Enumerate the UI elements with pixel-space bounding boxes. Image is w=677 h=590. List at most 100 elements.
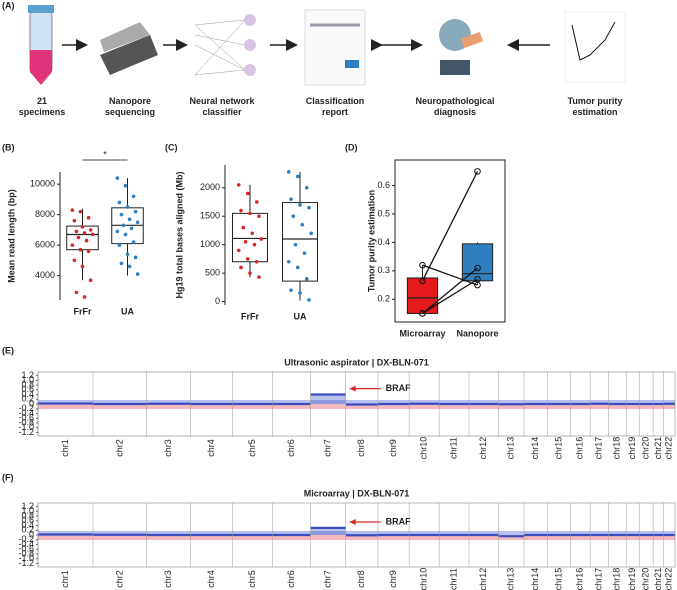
- point: [117, 200, 122, 205]
- loss-band: [498, 404, 525, 409]
- point: [257, 214, 261, 219]
- chrom-label: chr6: [286, 439, 296, 457]
- y-tick-label: -0.4: [18, 539, 34, 549]
- loss-band: [608, 404, 627, 409]
- chrom-label: chr16: [575, 568, 585, 590]
- chrom-label: chr4: [206, 439, 216, 457]
- point: [291, 214, 296, 219]
- y-tick-label: 0.4: [21, 389, 34, 399]
- loss-band: [570, 404, 591, 409]
- loss-band: [524, 535, 548, 540]
- gain-band: [608, 531, 627, 535]
- point: [304, 185, 309, 190]
- point: [307, 205, 311, 210]
- chrom-label: chr18: [612, 568, 622, 590]
- x-tick-label: Nanopore: [456, 328, 498, 338]
- chrom-label: chr3: [163, 439, 173, 457]
- loss-band: [590, 535, 609, 540]
- point: [123, 183, 128, 188]
- chrom-label: chr9: [388, 570, 398, 588]
- loss-band: [639, 535, 654, 540]
- y-tick-label: -1.2: [18, 558, 34, 568]
- box: [461, 243, 494, 282]
- chrom-label: chr9: [388, 439, 398, 457]
- point: [80, 225, 85, 229]
- gain-band: [524, 531, 548, 535]
- gain-band: [639, 531, 654, 535]
- point: [248, 271, 252, 275]
- loss-band: [190, 404, 233, 409]
- panel-label: (C): [165, 142, 178, 152]
- box: [282, 202, 318, 282]
- gain-band: [146, 531, 191, 535]
- y-tick-label: 1500: [200, 211, 220, 221]
- y-tick-label: -0.8: [18, 548, 34, 558]
- point: [78, 247, 83, 252]
- y-tick-label: 0.4: [377, 237, 390, 247]
- y-tick-label: 0.2: [21, 525, 34, 535]
- loss-band: [663, 535, 675, 540]
- point: [307, 298, 311, 302]
- point: [133, 255, 138, 260]
- loss-band: [310, 535, 346, 540]
- point: [289, 288, 293, 293]
- panel-label: (A): [2, 0, 15, 10]
- gain-band: [345, 400, 378, 404]
- point: [82, 231, 87, 235]
- gain-area: [310, 527, 346, 535]
- gain-band: [377, 531, 410, 535]
- panel-label: (F): [2, 472, 14, 482]
- loss-band: [663, 404, 675, 409]
- point: [474, 276, 481, 283]
- point: [241, 225, 246, 230]
- point: [250, 231, 255, 236]
- gain-band: [38, 531, 94, 535]
- point: [125, 205, 130, 209]
- gain-band: [190, 400, 233, 404]
- y-tick-label: 1.0: [21, 375, 34, 385]
- chrom-label: chr14: [530, 437, 540, 460]
- chrom-label: chr20: [641, 437, 651, 460]
- gain-band: [409, 531, 440, 535]
- point: [115, 176, 120, 180]
- y-tick-label: 2000: [200, 182, 220, 192]
- loss-band: [146, 535, 191, 540]
- gain-band: [469, 400, 499, 404]
- chrom-label: chr11: [448, 568, 458, 590]
- loss-band: [469, 535, 499, 540]
- gain-band: [524, 400, 548, 404]
- point: [245, 257, 250, 261]
- point: [127, 217, 132, 222]
- point: [131, 194, 136, 199]
- gain-band: [498, 531, 525, 535]
- point: [419, 277, 426, 285]
- point: [86, 215, 91, 220]
- point: [76, 235, 81, 240]
- annotation: BRAF: [386, 383, 411, 393]
- point: [117, 243, 122, 247]
- workflow-icons: [28, 5, 626, 86]
- chrom-label: chr7: [322, 570, 332, 588]
- step-label: Tumor purity estimation: [568, 96, 623, 117]
- y-tick-label: 0: [29, 529, 34, 539]
- gain-band: [190, 531, 233, 535]
- y-tick-label: -1.2: [18, 427, 34, 437]
- chrom-label: chr4: [206, 570, 216, 588]
- chrom-label: chr17: [594, 568, 604, 590]
- loss-band: [190, 535, 233, 540]
- y-tick-label: 0.2: [21, 394, 34, 404]
- y-axis-label: Mean read length (bp): [6, 189, 16, 283]
- plot-border: [37, 371, 676, 437]
- step-label: Nanopore sequencing: [105, 96, 155, 117]
- y-tick-label: 8000: [35, 209, 55, 219]
- point: [88, 278, 93, 282]
- y-tick-label: 6000: [35, 240, 55, 250]
- point: [243, 240, 248, 244]
- point: [239, 208, 243, 213]
- gain-band: [590, 400, 609, 404]
- chart-title: Microarray | DX-BLN-071: [304, 488, 410, 498]
- point: [123, 232, 128, 237]
- chrom-label: chr17: [594, 437, 604, 460]
- loss-band: [272, 535, 311, 540]
- loss-band: [653, 404, 664, 409]
